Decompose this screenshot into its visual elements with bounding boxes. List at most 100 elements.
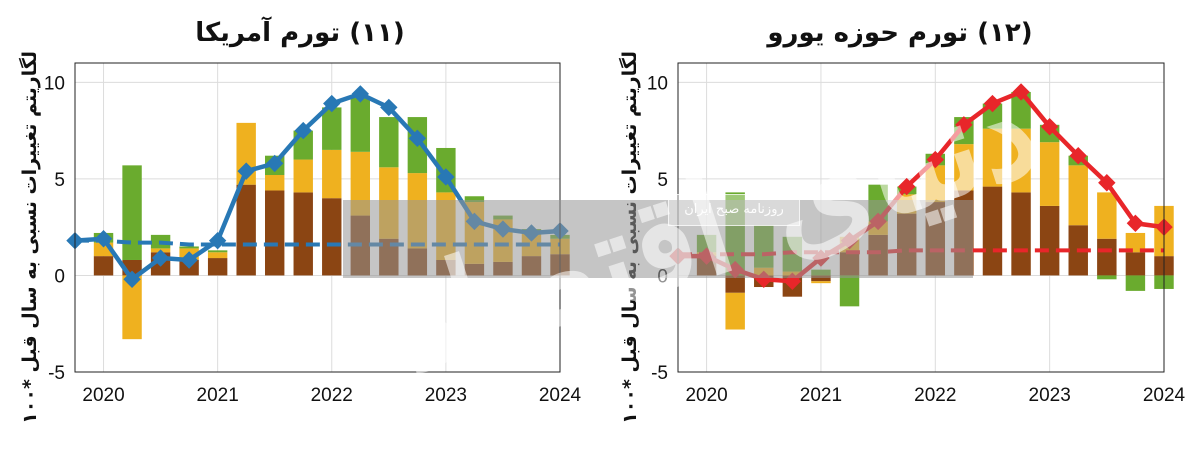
x-tick-label: 2024 — [1143, 385, 1186, 406]
y-tick-label: 10 — [647, 73, 668, 94]
bar-segment — [1125, 275, 1146, 291]
bar-segment — [725, 275, 745, 293]
bar-segment — [839, 252, 860, 276]
bar-segment — [754, 225, 774, 268]
data-point — [323, 94, 341, 113]
data-point — [1040, 118, 1059, 136]
bar-segment — [293, 159, 313, 193]
data-point — [1098, 174, 1116, 192]
bar-segment — [322, 198, 342, 276]
x-tick-label: 2023 — [425, 385, 467, 406]
x-tick-label: 2022 — [311, 385, 353, 406]
bar-segment — [379, 117, 399, 168]
x-tick-label: 2023 — [1029, 385, 1071, 406]
bar-segment — [521, 256, 542, 276]
bar-segment — [839, 275, 860, 307]
y-tick-label: 0 — [54, 266, 65, 287]
data-point — [1126, 214, 1145, 233]
bar-segment — [868, 234, 888, 276]
data-point — [237, 162, 255, 180]
plot-area — [678, 63, 1164, 372]
bar-segment — [122, 165, 142, 260]
bar-segment — [811, 269, 831, 276]
bar-segment — [1097, 192, 1117, 239]
data-point — [983, 94, 1002, 113]
bar-segment — [265, 190, 285, 276]
data-point — [926, 150, 945, 169]
bar-segment — [1068, 165, 1088, 226]
data-point — [408, 129, 427, 148]
data-point — [180, 251, 198, 269]
bar-segment — [122, 275, 142, 340]
x-tick-label: 2020 — [685, 385, 727, 406]
bar-segment — [493, 215, 513, 220]
data-point — [1069, 146, 1087, 165]
bar-segment — [493, 261, 513, 276]
bar-segment — [293, 192, 313, 276]
bar-segment — [1039, 205, 1060, 276]
bar-segment — [954, 144, 974, 191]
chart-title: (۱۱) تورم آمریکا — [195, 18, 405, 48]
bar-segment — [725, 292, 745, 330]
bar-segment — [1125, 232, 1146, 253]
bar-segment — [811, 275, 831, 282]
data-point — [123, 270, 141, 289]
x-tick-label: 2020 — [82, 385, 124, 406]
bar-segment — [350, 151, 370, 216]
data-point — [1012, 83, 1030, 101]
bar-segment — [436, 192, 456, 260]
bar-segment — [265, 175, 285, 191]
bar-segment — [1125, 252, 1146, 276]
y-tick-label: 5 — [54, 170, 65, 191]
data-point — [151, 249, 170, 267]
data-point — [265, 154, 284, 173]
bar-segment — [407, 173, 428, 249]
bar-segment — [1011, 128, 1031, 193]
data-point — [294, 121, 312, 140]
bar-segment — [379, 167, 399, 239]
bar-segment — [236, 184, 256, 276]
bar-segment — [350, 97, 370, 152]
bar-segment — [322, 107, 342, 150]
bar-segment — [1011, 192, 1031, 276]
bar-segment — [925, 165, 946, 203]
x-tick-label: 2022 — [914, 385, 956, 406]
bar-segment — [93, 256, 114, 276]
us-inflation-chart: -5 0 5 10 2020 2021 2022 2023 2024 — [44, 62, 582, 406]
bar-segment — [1039, 142, 1060, 206]
data-point — [94, 230, 113, 248]
data-point — [208, 231, 227, 250]
y-tick-label: 5 — [657, 170, 668, 191]
data-point — [897, 177, 916, 196]
bar-segment — [982, 128, 1003, 187]
bar-segment — [179, 246, 199, 249]
bar-segment — [207, 252, 228, 259]
chart-panel-euro-inflation: (۱۲) تورم حوزه یورو لگاریتم تغییرات نسبی… — [600, 0, 1200, 451]
y-tick-label: 0 — [657, 266, 668, 287]
data-point — [380, 98, 398, 117]
chart-panel-us-inflation: (۱۱) تورم آمریکا لگاریتم تغییرات نسبی به… — [19, 18, 582, 424]
bar-segment — [464, 263, 485, 276]
x-tick-label: 2021 — [197, 385, 239, 406]
x-tick-label: 2021 — [800, 385, 842, 406]
bar-segment — [811, 281, 831, 284]
bar-segment — [207, 250, 228, 253]
y-tick-label: -5 — [48, 363, 65, 384]
bar-segment — [896, 213, 917, 276]
bar-segment — [1097, 238, 1117, 276]
bar-segment — [464, 196, 485, 203]
chart-title: (۱۲) تورم حوزه یورو — [767, 18, 1033, 48]
euro-inflation-chart: -5 0 5 10 2020 2021 2022 2023 2024 — [647, 62, 1186, 406]
bar-segment — [322, 149, 342, 199]
bar-segment — [982, 186, 1003, 276]
bar-segment — [925, 202, 946, 276]
bar-segment — [436, 259, 456, 276]
y-tick-label: 10 — [44, 73, 65, 94]
data-point — [955, 116, 973, 134]
plot-area — [75, 63, 560, 372]
bar-segment — [1097, 275, 1117, 280]
y-tick-label: -5 — [651, 363, 668, 384]
bar-segment — [207, 258, 228, 276]
data-point — [437, 168, 455, 186]
bar-segment — [407, 248, 428, 276]
